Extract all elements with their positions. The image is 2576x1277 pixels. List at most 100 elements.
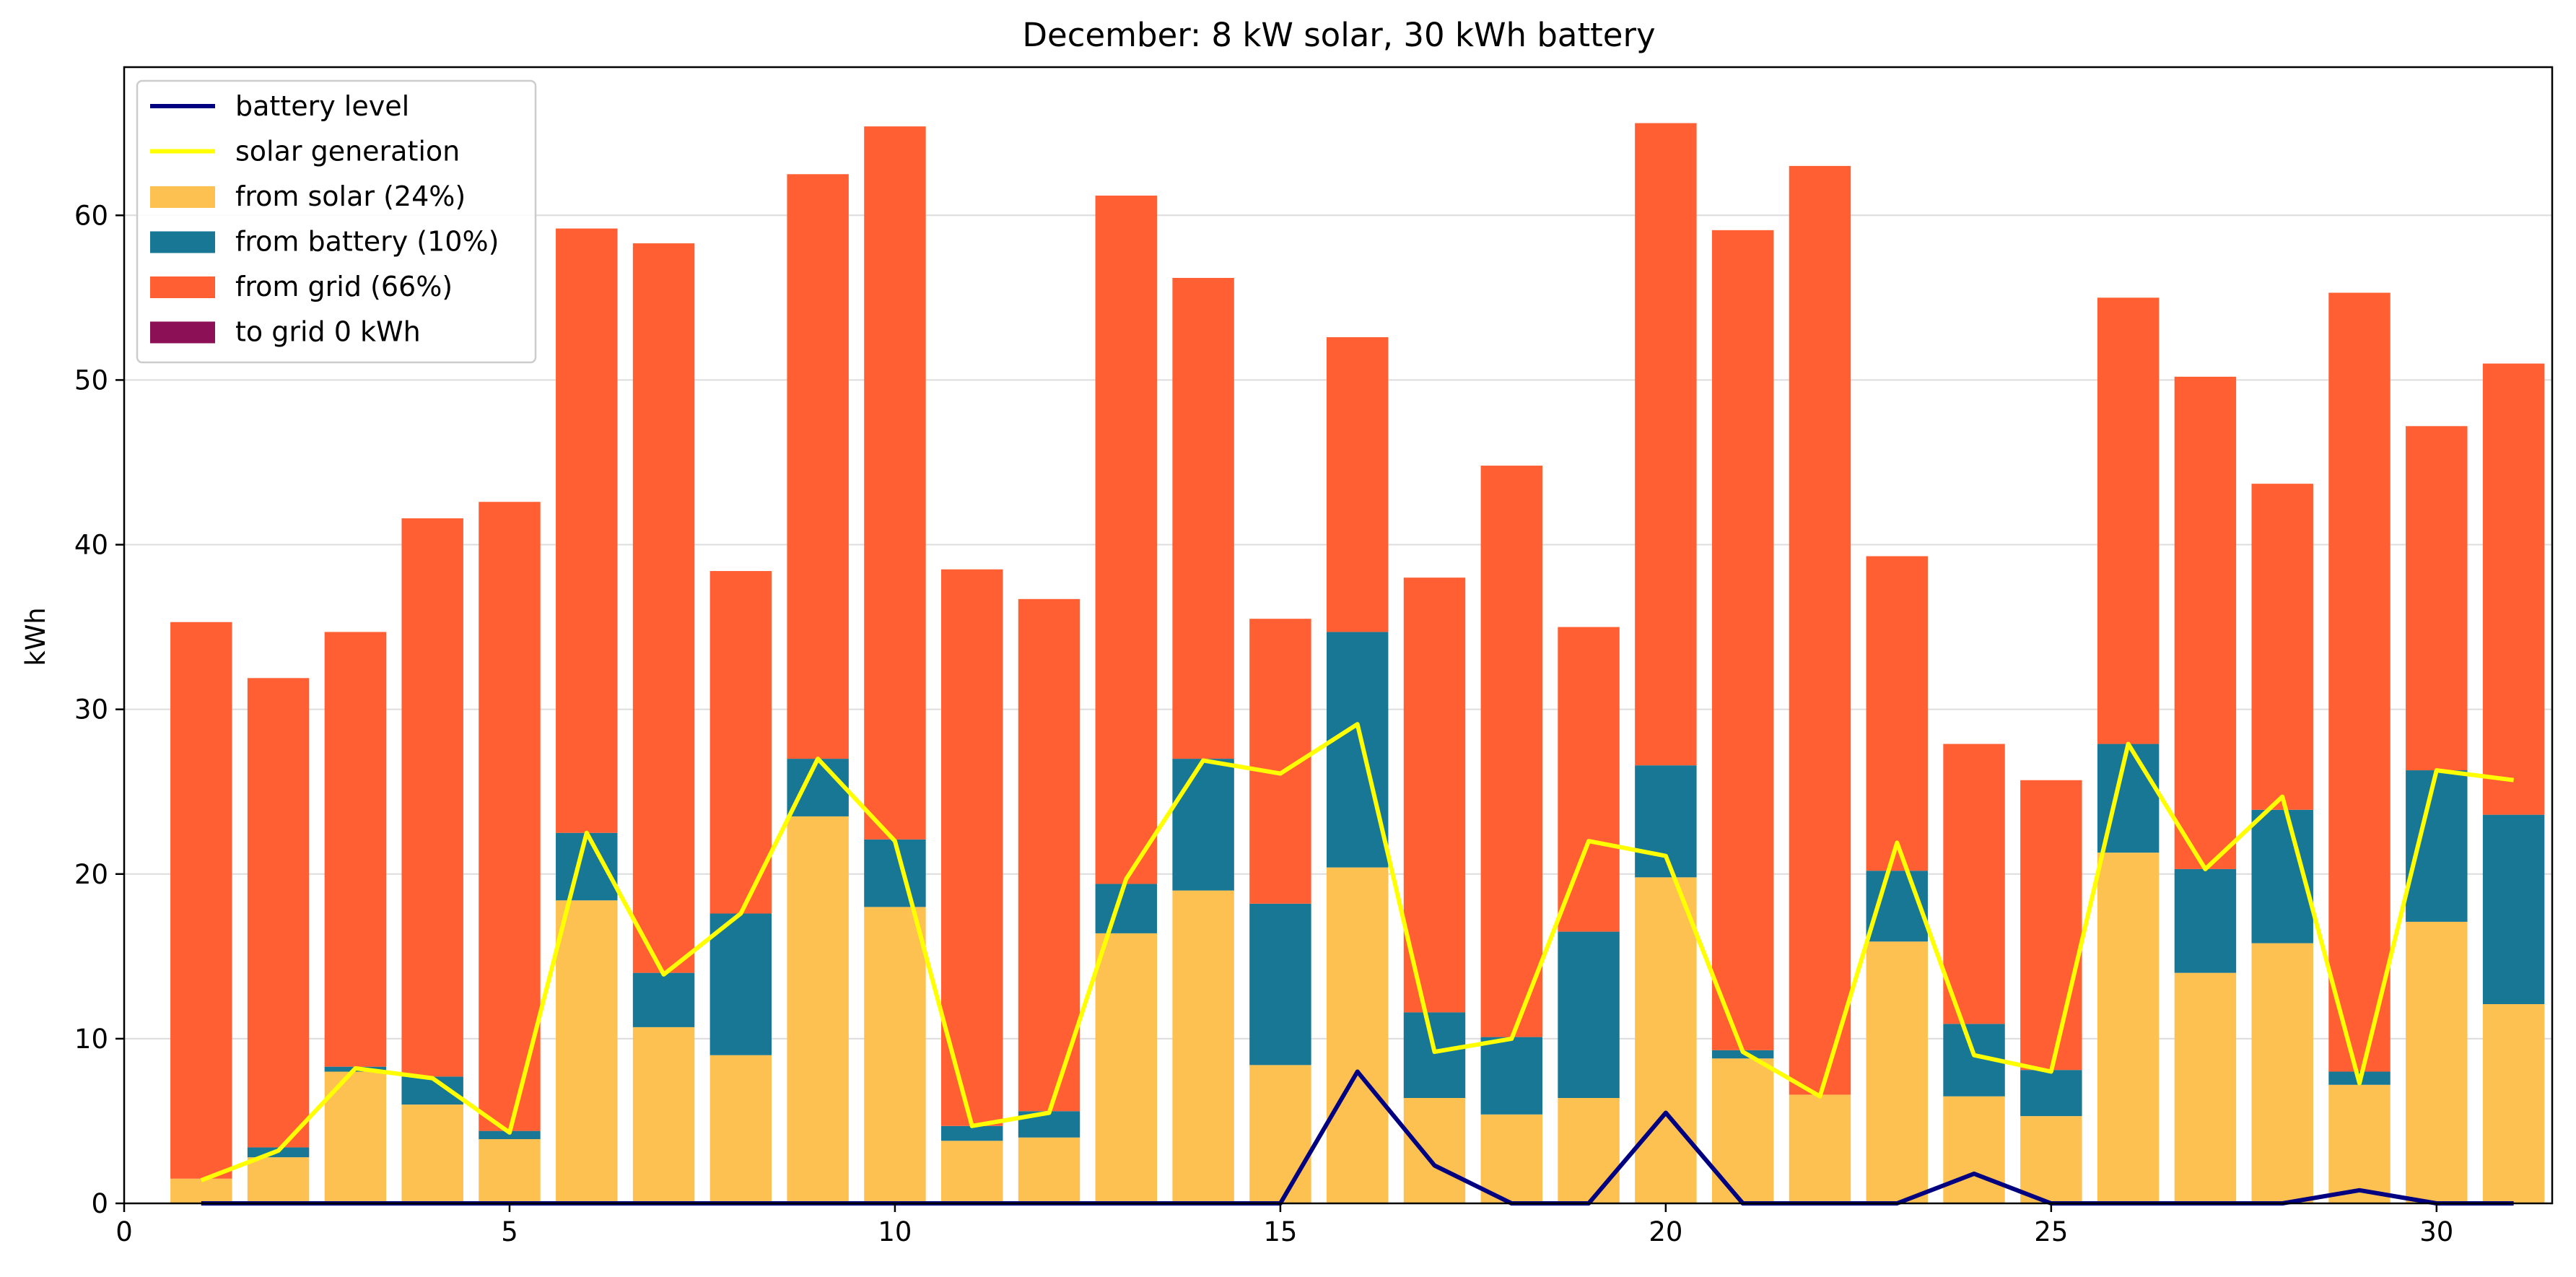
bar-series2-day16: [1326, 337, 1389, 632]
bar-series1-day13: [1095, 884, 1158, 933]
bar-series1-day21: [1711, 1050, 1774, 1059]
bar-series2-day14: [1172, 277, 1234, 759]
x-tick-label-0: 0: [115, 1216, 133, 1247]
bar-series0-day21: [1711, 1058, 1774, 1203]
bar-series0-day24: [1943, 1096, 2005, 1203]
bar-series2-day23: [1866, 556, 1928, 871]
y-tick-label-50: 50: [74, 365, 108, 396]
bar-series0-day27: [2174, 972, 2237, 1203]
legend-label-5: to grid 0 kWh: [235, 316, 421, 348]
bar-series2-day26: [2097, 297, 2160, 744]
bar-series0-day29: [2328, 1084, 2391, 1203]
bar-series0-day7: [632, 1027, 695, 1203]
bar-series1-day6: [556, 832, 618, 901]
x-tick-label-5: 5: [501, 1216, 518, 1247]
bar-series0-day4: [401, 1104, 463, 1203]
bar-series0-day8: [710, 1055, 772, 1203]
bar-series1-day25: [2020, 1070, 2082, 1117]
legend-swatch-5: [150, 321, 215, 344]
bar-series1-day5: [479, 1130, 541, 1140]
bar-series2-day2: [247, 678, 310, 1148]
bar-series0-day2: [247, 1157, 310, 1203]
y-axis-label: kWh: [20, 607, 51, 666]
bar-series2-day6: [556, 228, 618, 833]
axis-ticks: 0 5 10 15 20 25 30 0 10 20 30 40 50 60: [74, 200, 2453, 1247]
bar-series1-day10: [864, 839, 926, 907]
legend-label-4: from grid (66%): [235, 271, 453, 302]
bar-series2-day4: [401, 518, 463, 1077]
bar-series0-day5: [479, 1139, 541, 1203]
bar-series2-day25: [2020, 780, 2082, 1071]
bar-series2-day10: [864, 126, 926, 840]
bar-series1-day27: [2174, 868, 2237, 973]
bar-series1-day16: [1326, 632, 1389, 868]
bar-series2-day27: [2174, 376, 2237, 869]
legend: battery level solar generation from solar …: [136, 79, 537, 364]
bar-series1-day30: [2406, 770, 2468, 922]
bar-series0-day14: [1172, 890, 1234, 1203]
bar-series2-day9: [787, 174, 849, 759]
legend-swatch-4: [150, 276, 215, 298]
bar-series2-day31: [2482, 363, 2545, 815]
bar-series2-day11: [941, 569, 1003, 1126]
bar-series0-day12: [1018, 1137, 1080, 1203]
bar-series2-day29: [2328, 292, 2391, 1072]
x-tick-label-20: 20: [1649, 1216, 1682, 1247]
x-tick-label-25: 25: [2034, 1216, 2068, 1247]
bar-series1-day14: [1172, 759, 1234, 891]
bar-series2-day21: [1711, 230, 1774, 1050]
bar-series0-day3: [324, 1071, 387, 1203]
bar-series2-day22: [1789, 165, 1851, 1095]
bar-series2-day17: [1403, 578, 1466, 1013]
x-tick-label-30: 30: [2419, 1216, 2453, 1247]
x-tick-label-10: 10: [878, 1216, 912, 1247]
bar-series1-day19: [1558, 931, 1620, 1099]
bar-series0-day1: [170, 1178, 232, 1203]
bar-series2-day28: [2251, 484, 2313, 810]
bar-series2-day1: [170, 622, 232, 1179]
y-tick-label-20: 20: [74, 859, 108, 890]
bar-series0-day31: [2482, 1003, 2545, 1203]
bar-series2-day3: [324, 632, 387, 1067]
bar-series1-day15: [1249, 903, 1311, 1065]
bar-series2-day19: [1558, 627, 1620, 932]
bar-series2-day18: [1480, 466, 1543, 1037]
bar-series0-day13: [1095, 933, 1158, 1203]
bar-series1-day7: [632, 972, 695, 1027]
legend-swatch-2: [150, 186, 215, 208]
bar-series0-day19: [1558, 1098, 1620, 1203]
y-tick-label-10: 10: [74, 1024, 108, 1055]
bar-series0-day10: [864, 907, 926, 1203]
bar-series0-day23: [1866, 941, 1928, 1203]
legend-label-0: battery level: [235, 90, 409, 122]
bar-series2-day24: [1943, 744, 2005, 1024]
bar-series0-day22: [1789, 1094, 1851, 1203]
bar-series0-day6: [556, 900, 618, 1203]
bar-series2-day20: [1635, 123, 1697, 766]
bar-series0-day30: [2406, 921, 2468, 1203]
bar-series0-day9: [787, 816, 849, 1203]
bars: [170, 123, 2545, 1203]
legend-label-1: solar generation: [235, 136, 460, 167]
bar-series1-day11: [941, 1125, 1003, 1141]
y-tick-label-30: 30: [74, 694, 108, 725]
bar-series2-day13: [1095, 195, 1158, 884]
bar-series1-day9: [787, 759, 849, 816]
bar-series2-day8: [710, 571, 772, 914]
plot-area-frame: [123, 66, 2554, 1205]
x-tick-label-15: 15: [1263, 1216, 1297, 1247]
bar-series0-day28: [2251, 943, 2313, 1203]
bar-series1-day31: [2482, 814, 2545, 1004]
bar-series0-day25: [2020, 1116, 2082, 1203]
y-tick-label-60: 60: [74, 200, 108, 231]
bar-series2-day7: [632, 243, 695, 973]
legend-box: [136, 79, 537, 364]
bar-series2-day5: [479, 502, 541, 1131]
bar-series0-day26: [2097, 853, 2160, 1203]
bar-series0-day16: [1326, 867, 1389, 1203]
legend-swatch-3: [150, 231, 215, 253]
bar-series0-day11: [941, 1141, 1003, 1203]
legend-label-3: from battery (10%): [235, 226, 499, 258]
bar-series1-day17: [1403, 1012, 1466, 1099]
